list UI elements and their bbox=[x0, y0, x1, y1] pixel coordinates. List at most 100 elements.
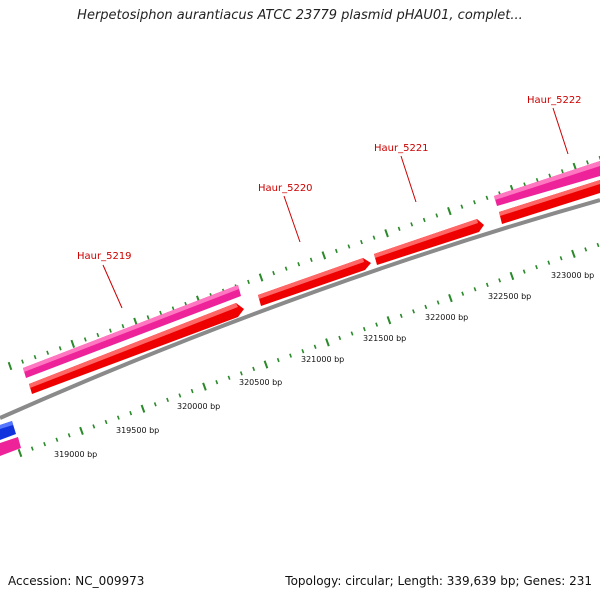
outer-tick bbox=[171, 306, 175, 311]
inner-tick bbox=[178, 393, 182, 398]
outer-tick bbox=[535, 177, 539, 183]
outer-tick bbox=[397, 226, 401, 231]
red-gene-arrow-5221[interactable] bbox=[374, 219, 484, 265]
inner-tick bbox=[153, 402, 157, 407]
inner-tick bbox=[215, 380, 219, 385]
position-label-321000: 321000 bp bbox=[301, 355, 344, 364]
inner-tick bbox=[399, 313, 403, 318]
inner-tick bbox=[386, 316, 392, 325]
outer-tick bbox=[284, 266, 288, 271]
outer-tick bbox=[83, 337, 87, 342]
outer-tick bbox=[360, 239, 363, 245]
inner-tick bbox=[485, 282, 489, 287]
pink-gene-bar-5219[interactable] bbox=[23, 285, 241, 378]
outer-tick bbox=[422, 217, 426, 223]
pink-gene-bar-5222[interactable] bbox=[494, 161, 600, 206]
pink-gene-bar-left[interactable] bbox=[0, 437, 21, 456]
outer-tick bbox=[33, 354, 37, 360]
outer-tick bbox=[447, 207, 452, 216]
position-label-320500: 320500 bp bbox=[239, 378, 282, 387]
outer-tick bbox=[435, 213, 439, 218]
inner-tick bbox=[104, 419, 108, 425]
inner-tick bbox=[498, 278, 502, 283]
position-label-322500: 322500 bp bbox=[488, 292, 531, 301]
red-gene-arrow-5220[interactable] bbox=[258, 258, 371, 306]
position-label-323000: 323000 bp bbox=[551, 271, 594, 280]
inner-tick bbox=[92, 424, 96, 429]
outer-tick bbox=[58, 346, 62, 351]
inner-tick bbox=[301, 349, 305, 354]
inner-tick bbox=[559, 256, 563, 261]
inner-tick bbox=[325, 338, 330, 347]
inner-tick bbox=[140, 404, 146, 413]
inner-tick bbox=[263, 360, 269, 369]
inner-tick bbox=[116, 415, 120, 420]
outer-tick bbox=[21, 359, 24, 364]
inner-tick bbox=[535, 264, 538, 270]
inner-tick bbox=[239, 371, 243, 376]
inner-tick bbox=[412, 309, 415, 314]
outer-tick bbox=[334, 248, 338, 254]
outer-tick bbox=[372, 235, 376, 240]
position-label-319500: 319500 bp bbox=[116, 426, 159, 435]
inner-tick bbox=[313, 344, 317, 349]
outer-tick bbox=[7, 361, 13, 371]
red-gene-arrow-5222[interactable] bbox=[499, 180, 600, 224]
inner-tick bbox=[202, 382, 207, 391]
inner-tick bbox=[350, 331, 354, 336]
outer-tick bbox=[121, 324, 125, 329]
inner-tick bbox=[79, 426, 84, 435]
outer-tick bbox=[460, 204, 464, 209]
outer-tick bbox=[321, 251, 327, 260]
outer-tick bbox=[410, 222, 414, 227]
inner-tick bbox=[276, 357, 280, 363]
inner-tick bbox=[289, 353, 292, 358]
position-label-320000: 320000 bp bbox=[177, 402, 220, 411]
inner-tick bbox=[252, 366, 256, 372]
outer-tick bbox=[146, 315, 150, 320]
inner-tick bbox=[30, 446, 34, 451]
outer-tick bbox=[109, 328, 112, 333]
inner-tick bbox=[227, 375, 231, 380]
outer-tick bbox=[309, 257, 313, 262]
outer-tick bbox=[258, 273, 264, 282]
gene-label-5219: Haur_5219 bbox=[77, 251, 132, 262]
outer-tick bbox=[548, 173, 552, 178]
red-gene-arrow-5219[interactable] bbox=[29, 303, 244, 394]
outer-tick bbox=[96, 332, 100, 338]
inner-tick bbox=[166, 397, 170, 403]
outer-tick bbox=[247, 279, 250, 285]
outer-tick bbox=[473, 200, 476, 205]
leader-line-5222 bbox=[552, 107, 569, 155]
inner-tick bbox=[522, 269, 526, 274]
position-label-319000: 319000 bp bbox=[54, 450, 97, 459]
inner-tick-row bbox=[17, 242, 600, 458]
inner-tick bbox=[596, 242, 600, 248]
outer-tick bbox=[560, 169, 564, 174]
outer-tick bbox=[485, 195, 489, 200]
outer-tick bbox=[297, 262, 301, 267]
inner-tick bbox=[424, 304, 428, 310]
inner-tick bbox=[436, 300, 440, 305]
leader-line-5219 bbox=[102, 264, 123, 309]
outer-tick bbox=[347, 244, 351, 249]
inner-tick bbox=[547, 260, 551, 265]
leader-line-5221 bbox=[400, 155, 417, 203]
inner-tick bbox=[55, 437, 59, 442]
inner-tick bbox=[461, 291, 465, 296]
backbone-line bbox=[0, 198, 600, 420]
gene-label-5220: Haur_5220 bbox=[258, 183, 313, 194]
gene-label-5221: Haur_5221 bbox=[374, 143, 429, 154]
outer-tick bbox=[159, 310, 163, 316]
blue-gene-bar[interactable] bbox=[0, 421, 16, 440]
inner-tick bbox=[448, 294, 453, 303]
inner-tick bbox=[43, 441, 47, 447]
gene-label-5222: Haur_5222 bbox=[527, 95, 582, 106]
inner-tick bbox=[67, 433, 71, 438]
inner-tick bbox=[375, 322, 379, 327]
position-label-321500: 321500 bp bbox=[363, 334, 406, 343]
footer-stats: Topology: circular; Length: 339,639 bp; … bbox=[285, 574, 592, 588]
inner-tick bbox=[473, 287, 477, 292]
inner-tick bbox=[17, 448, 23, 458]
